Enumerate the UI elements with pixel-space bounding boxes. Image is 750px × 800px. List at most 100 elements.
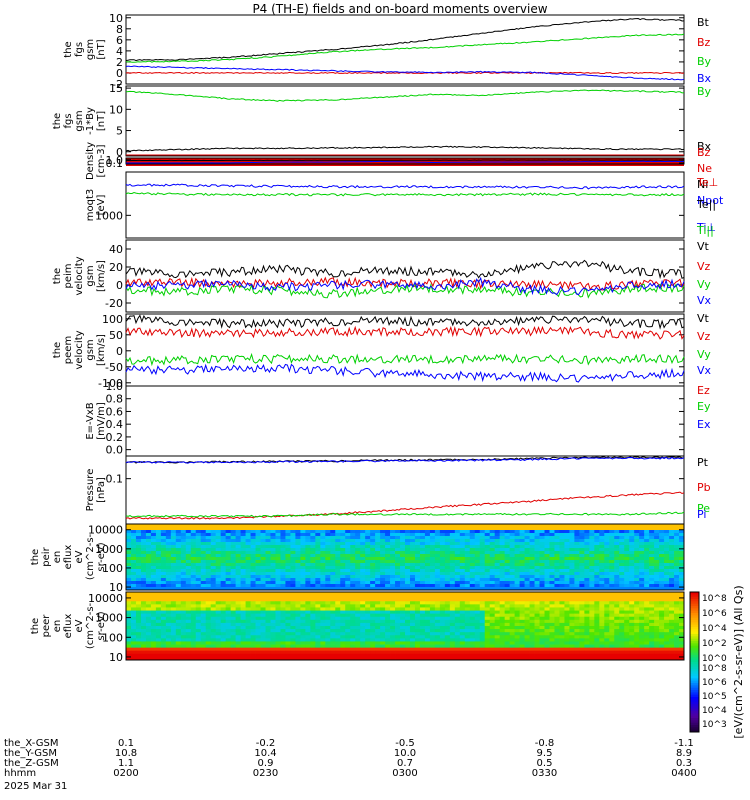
spectrogram-cell bbox=[454, 524, 461, 528]
spectrogram-cell bbox=[584, 554, 590, 558]
spectrogram-cell bbox=[564, 575, 570, 579]
spectrogram-cell bbox=[609, 598, 615, 602]
spectrogram-cell bbox=[474, 647, 481, 652]
spectrogram-cell bbox=[424, 548, 431, 552]
spectrogram-cell bbox=[235, 592, 241, 596]
spectrogram-cell bbox=[524, 653, 530, 658]
spectrogram-cell bbox=[210, 629, 217, 633]
spectrogram-cell bbox=[280, 604, 286, 608]
spectrogram-cell bbox=[325, 650, 331, 655]
spectrogram-cell bbox=[160, 548, 167, 552]
spectrogram-cell bbox=[265, 622, 271, 627]
spectrogram-cell bbox=[469, 595, 476, 599]
spectrogram-cell bbox=[185, 650, 192, 655]
spectrogram-cell bbox=[414, 613, 421, 618]
legend-By: By bbox=[697, 55, 712, 68]
spectrogram-cell bbox=[674, 581, 680, 585]
spectrogram-cell bbox=[489, 551, 496, 555]
spectrogram-cell bbox=[454, 595, 461, 599]
spectrogram-cell bbox=[559, 536, 565, 540]
y-tick-label: 40 bbox=[109, 243, 123, 256]
spectrogram-cell bbox=[589, 566, 595, 570]
spectrogram-cell bbox=[315, 578, 321, 582]
spectrogram-cell bbox=[614, 536, 620, 540]
spectrogram-cell bbox=[469, 560, 476, 564]
spectrogram-cell bbox=[654, 548, 660, 552]
spectrogram-cell bbox=[275, 572, 281, 576]
spectrogram-cell bbox=[409, 622, 416, 627]
spectrogram-cell bbox=[549, 545, 555, 549]
spectrogram-cell bbox=[360, 542, 366, 546]
spectrogram-cell bbox=[315, 542, 321, 546]
spectrogram-cell bbox=[270, 548, 276, 552]
spectrogram-cell bbox=[679, 536, 685, 540]
spectrogram-cell bbox=[439, 578, 446, 582]
spectrogram-cell bbox=[624, 616, 630, 621]
spectrogram-cell bbox=[644, 632, 650, 636]
spectrogram-cell bbox=[340, 641, 346, 645]
spectrogram-cell bbox=[669, 601, 675, 605]
spectrogram-cell bbox=[584, 524, 590, 528]
spectrogram-cell bbox=[340, 632, 346, 636]
spectrogram-cell bbox=[574, 545, 580, 549]
spectrogram-cell bbox=[549, 601, 555, 605]
spectrogram-cell bbox=[240, 560, 246, 564]
spectrogram-cell bbox=[240, 566, 246, 570]
spectrogram-cell bbox=[215, 581, 222, 585]
spectrogram-cell bbox=[315, 557, 321, 561]
spectrogram-cell bbox=[185, 616, 192, 621]
spectrogram-cell bbox=[315, 641, 321, 645]
spectrogram-cell bbox=[504, 569, 511, 573]
spectrogram-cell bbox=[419, 607, 426, 611]
spectrogram-cell bbox=[519, 527, 525, 531]
spectrogram-cell bbox=[126, 578, 132, 582]
spectrogram-cell bbox=[200, 566, 207, 570]
spectrogram-cell bbox=[355, 533, 361, 537]
spectrogram-cell bbox=[140, 557, 147, 561]
spectrogram-cell bbox=[429, 638, 436, 642]
spectrogram-cell bbox=[190, 548, 197, 552]
spectrogram-cell bbox=[325, 592, 331, 596]
spectrogram-cell bbox=[534, 530, 540, 534]
spectrogram-cell bbox=[130, 616, 137, 621]
spectrogram-cell bbox=[325, 530, 331, 534]
spectrogram-cell bbox=[315, 595, 321, 599]
spectrogram-cell bbox=[449, 616, 456, 621]
spectrogram-cell bbox=[280, 566, 286, 570]
spectrogram-cell bbox=[240, 622, 246, 627]
spectrogram-cell bbox=[240, 572, 246, 576]
spectrogram-cell bbox=[644, 598, 650, 602]
spectrogram-cell bbox=[644, 622, 650, 627]
y-tick-label: 0 bbox=[116, 146, 123, 159]
spectrogram-cell bbox=[375, 647, 381, 652]
spectrogram-cell bbox=[634, 533, 640, 537]
spectrogram-cell bbox=[295, 527, 301, 531]
spectrogram-cell bbox=[260, 524, 266, 528]
spectrogram-cell bbox=[594, 539, 600, 543]
spectrogram-cell bbox=[489, 601, 496, 605]
spectrogram-cell bbox=[469, 610, 476, 615]
spectrogram-cell bbox=[664, 595, 670, 599]
spectrogram-cell bbox=[424, 616, 431, 621]
spectrogram-cell bbox=[469, 635, 476, 639]
spectrogram-cell bbox=[434, 575, 441, 579]
spectrogram-cell bbox=[599, 524, 605, 528]
spectrogram-cell bbox=[285, 598, 291, 602]
spectrogram-cell bbox=[240, 575, 246, 579]
spectrogram-cell bbox=[619, 638, 625, 642]
spectrogram-cell bbox=[419, 635, 426, 639]
spectrogram-cell bbox=[265, 653, 271, 658]
spectrogram-cell bbox=[499, 647, 506, 652]
spectrogram-cell bbox=[275, 563, 281, 567]
spectrogram-cell bbox=[594, 619, 600, 624]
spectrogram-cell bbox=[350, 638, 356, 642]
spectrogram-cell bbox=[385, 598, 391, 602]
spectrogram-cell bbox=[126, 607, 132, 611]
spectrogram-cell bbox=[285, 644, 291, 649]
spectrogram-cell bbox=[429, 551, 436, 555]
spectrogram-cell bbox=[155, 604, 162, 608]
spectrogram-cell bbox=[145, 601, 152, 605]
series-line-Vt bbox=[125, 314, 685, 330]
spectrogram-cell bbox=[579, 560, 585, 564]
spectrogram-cell bbox=[459, 560, 466, 564]
